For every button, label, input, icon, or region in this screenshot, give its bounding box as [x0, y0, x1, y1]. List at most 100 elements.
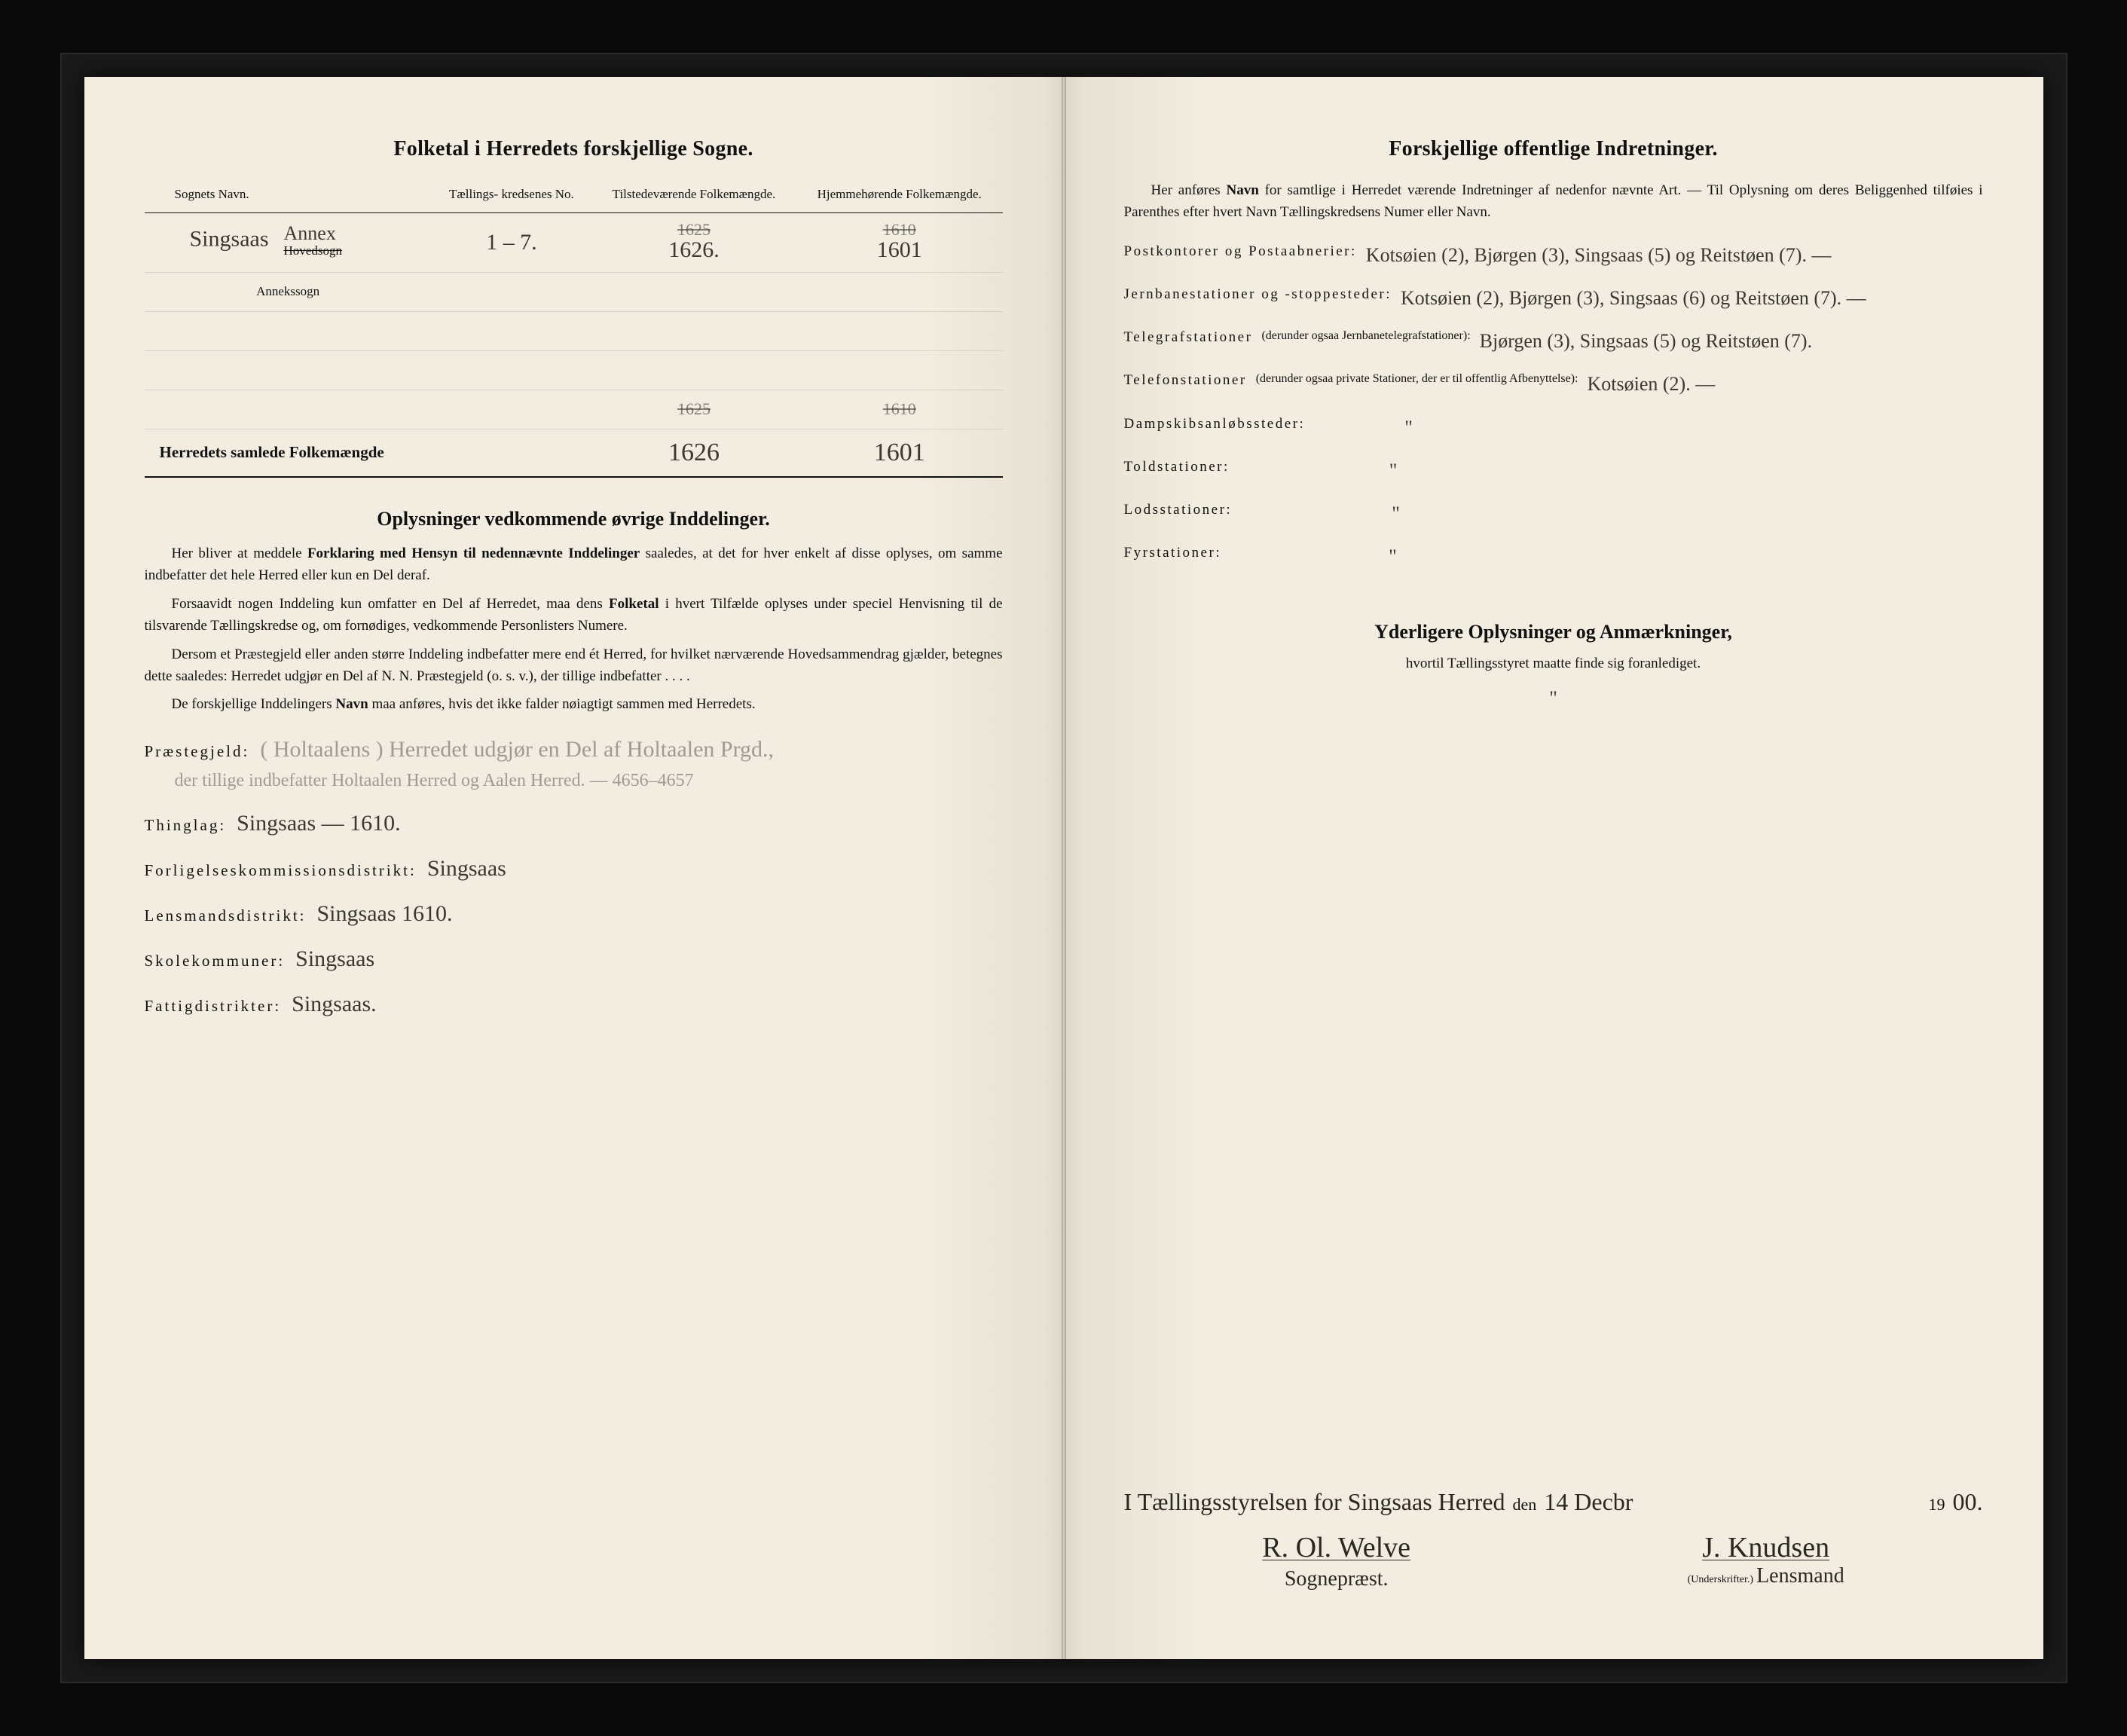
- table-row: Singsaas Annex Hovedsogn 1 – 7. 1625 162…: [145, 213, 1003, 273]
- signer-name: R. Ol. Welve: [1262, 1531, 1410, 1564]
- tilstede-prev: 1625: [597, 222, 790, 237]
- left-para3: Dersom et Præstegjeld eller anden større…: [145, 643, 1003, 688]
- sig-year-prefix: 19: [1929, 1495, 1945, 1514]
- indret-value: ": [1230, 545, 1982, 568]
- field-label: Skolekommuner:: [145, 952, 286, 970]
- indret-lods: Lodsstationer: ": [1124, 502, 1983, 525]
- annex-label: Annekssogn: [145, 272, 432, 311]
- document-viewer: Folketal i Herredets forskjellige Sogne.…: [60, 53, 2067, 1683]
- field-forligelse: Forligelseskommissionsdistrikt: Singsaas: [145, 857, 1003, 880]
- indret-damp: Dampskibsanløbssteder: ": [1124, 416, 1983, 439]
- indret-value: Kotsøien (2), Bjørgen (3), Singsaas (6) …: [1401, 286, 1982, 310]
- page-right: Forskjellige offentlige Indretninger. He…: [1064, 77, 2043, 1659]
- indret-label: Dampskibsanløbssteder:: [1124, 416, 1306, 432]
- gutter: [1062, 77, 1066, 1659]
- indret-label: Lodsstationer:: [1124, 502, 1233, 518]
- indret-telegraf: Telegrafstationer (derunder ogsaa Jernba…: [1124, 329, 1983, 353]
- left-para2: Forsaavidt nogen Inddeling kun omfatter …: [145, 593, 1003, 637]
- sig-location: I Tællingsstyrelsen for Singsaas Herred: [1124, 1488, 1505, 1516]
- book-spread: Folketal i Herredets forskjellige Sogne.…: [84, 77, 2043, 1659]
- right-section2-title: Yderligere Oplysninger og Anmærkninger,: [1124, 621, 1983, 643]
- hjemme: 1601: [877, 237, 922, 262]
- signer-1: R. Ol. Welve Sognepræst.: [1262, 1531, 1410, 1591]
- indret-telefon: Telefonstationer (derunder ogsaa private…: [1124, 372, 1983, 396]
- signer-name: J. Knudsen: [1688, 1531, 1844, 1564]
- indret-fyr: Fyrstationer: ": [1124, 545, 1983, 568]
- tot-tilstede: 1626: [668, 439, 720, 466]
- left-para4: De forskjellige Inddelingers Navn maa an…: [145, 693, 1003, 715]
- para1-bold: Forklaring med Hensyn til nedennævnte In…: [307, 546, 640, 561]
- indretninger-list: Postkontorer og Postaabnerier: Kotsøien …: [1124, 243, 1983, 569]
- signature-block: R. Ol. Welve Sognepræst. J. Knudsen (Und…: [1124, 1531, 1983, 1591]
- page-left: Folketal i Herredets forskjellige Sogne.…: [84, 77, 1064, 1659]
- indret-value: Bjørgen (3), Singsaas (5) og Reitstøen (…: [1480, 329, 1983, 353]
- indret-post: Postkontorer og Postaabnerier: Kotsøien …: [1124, 243, 1983, 267]
- field-list: Præstegjeld: ( Holtaalens ) Herredet udg…: [145, 738, 1003, 1016]
- kreds-no: 1 – 7.: [486, 230, 537, 255]
- signature-area: I Tællingsstyrelsen for Singsaas Herred …: [1124, 1488, 1983, 1591]
- indret-value: ": [1241, 502, 1982, 525]
- intro-bold: Navn: [1226, 182, 1258, 198]
- indret-told: Toldstationer: ": [1124, 459, 1983, 482]
- col-hjemme: Hjemmehørende Folkemængde.: [796, 179, 1003, 213]
- field-label: Lensmandsdistrikt:: [145, 906, 307, 925]
- signer-role: Sognepræst.: [1262, 1567, 1410, 1591]
- para2-bold: Folketal: [609, 596, 659, 612]
- field-value: ( Holtaalens ) Herredet udgjør en Del af…: [260, 738, 1002, 761]
- indret-sub: (derunder ogsaa private Stationer, der e…: [1256, 372, 1578, 386]
- indret-label: Telefonstationer: [1124, 372, 1247, 389]
- indret-value: ": [1239, 459, 1983, 482]
- indret-sub: (derunder ogsaa Jernbanetelegrafstatione…: [1261, 329, 1470, 343]
- indret-value: Kotsøien (2), Bjørgen (3), Singsaas (5) …: [1366, 243, 1983, 267]
- table-row-empty: [145, 350, 1003, 390]
- sogn-type-printed: Hovedsogn: [284, 243, 342, 258]
- signer-role: Lensmand: [1756, 1564, 1844, 1588]
- tot-hjemme-prev: 1610: [802, 402, 997, 417]
- field-value-2: der tillige indbefatter Holtaalen Herred…: [145, 772, 1003, 790]
- col-sogn: Sognets Navn.: [145, 179, 432, 213]
- table-row-pretotal: 1625 1610: [145, 390, 1003, 429]
- field-label: Præstegjeld:: [145, 742, 250, 761]
- sig-date: 14 Decbr: [1544, 1488, 1633, 1516]
- field-label: Thinglag:: [145, 816, 227, 835]
- hjemme-prev: 1610: [802, 222, 997, 237]
- field-praestegjeld: Præstegjeld: ( Holtaalens ) Herredet udg…: [145, 738, 1003, 790]
- table-row-empty: [145, 311, 1003, 350]
- indret-label: Fyrstationer:: [1124, 545, 1222, 561]
- field-value: Singsaas — 1610.: [237, 812, 1002, 835]
- left-para1: Her bliver at meddele Forklaring med Hen…: [145, 542, 1003, 587]
- signer-2: J. Knudsen (Underskrifter.) Lensmand: [1688, 1531, 1844, 1591]
- right-intro: Her anføres Navn for samtlige i Herredet…: [1124, 179, 1983, 224]
- sig-year: 00.: [1953, 1488, 1983, 1516]
- signer-hint: (Underskrifter.): [1688, 1574, 1753, 1585]
- field-lensmand: Lensmandsdistrikt: Singsaas 1610.: [145, 903, 1003, 925]
- field-value: Singsaas: [295, 948, 1002, 970]
- sogne-table: Sognets Navn. Tællings- kredsenes No. Ti…: [145, 179, 1003, 478]
- field-thinglag: Thinglag: Singsaas — 1610.: [145, 812, 1003, 835]
- field-value: Singsaas 1610.: [317, 903, 1003, 925]
- col-kreds: Tællings- kredsenes No.: [432, 179, 591, 213]
- indret-label: Jernbanestationer og -stoppesteder:: [1124, 286, 1392, 303]
- tilstede: 1626.: [668, 237, 720, 262]
- tot-tilstede-prev: 1625: [597, 402, 790, 417]
- table-row-total: Herredets samlede Folkemængde 1626 1601: [145, 429, 1003, 477]
- tot-hjemme: 1601: [874, 439, 925, 466]
- field-value: Singsaas: [427, 857, 1003, 880]
- para4-bold: Navn: [335, 696, 368, 712]
- col-tilstede: Tilstedeværende Folkemængde.: [591, 179, 796, 213]
- total-label: Herredets samlede Folkemængde: [145, 429, 432, 477]
- indret-label: Telegrafstationer: [1124, 329, 1253, 346]
- indret-label: Postkontorer og Postaabnerier:: [1124, 243, 1357, 260]
- sogn-type-hw: Annex: [284, 226, 342, 242]
- indret-value: Kotsøien (2). —: [1588, 372, 1983, 396]
- field-fattig: Fattigdistrikter: Singsaas.: [145, 993, 1003, 1016]
- right-section2-sub: hvortil Tællingsstyret maatte finde sig …: [1124, 656, 1983, 672]
- field-label: Fattigdistrikter:: [145, 997, 282, 1016]
- left-title: Folketal i Herredets forskjellige Sogne.: [145, 137, 1003, 161]
- right-section2-value: ": [1549, 687, 1557, 709]
- signature-line: I Tællingsstyrelsen for Singsaas Herred …: [1124, 1488, 1983, 1516]
- table-row-annex: Annekssogn: [145, 272, 1003, 311]
- right-title: Forskjellige offentlige Indretninger.: [1124, 137, 1983, 161]
- indret-jernbane: Jernbanestationer og -stoppesteder: Kots…: [1124, 286, 1983, 310]
- left-section2-title: Oplysninger vedkommende øvrige Inddeling…: [145, 508, 1003, 530]
